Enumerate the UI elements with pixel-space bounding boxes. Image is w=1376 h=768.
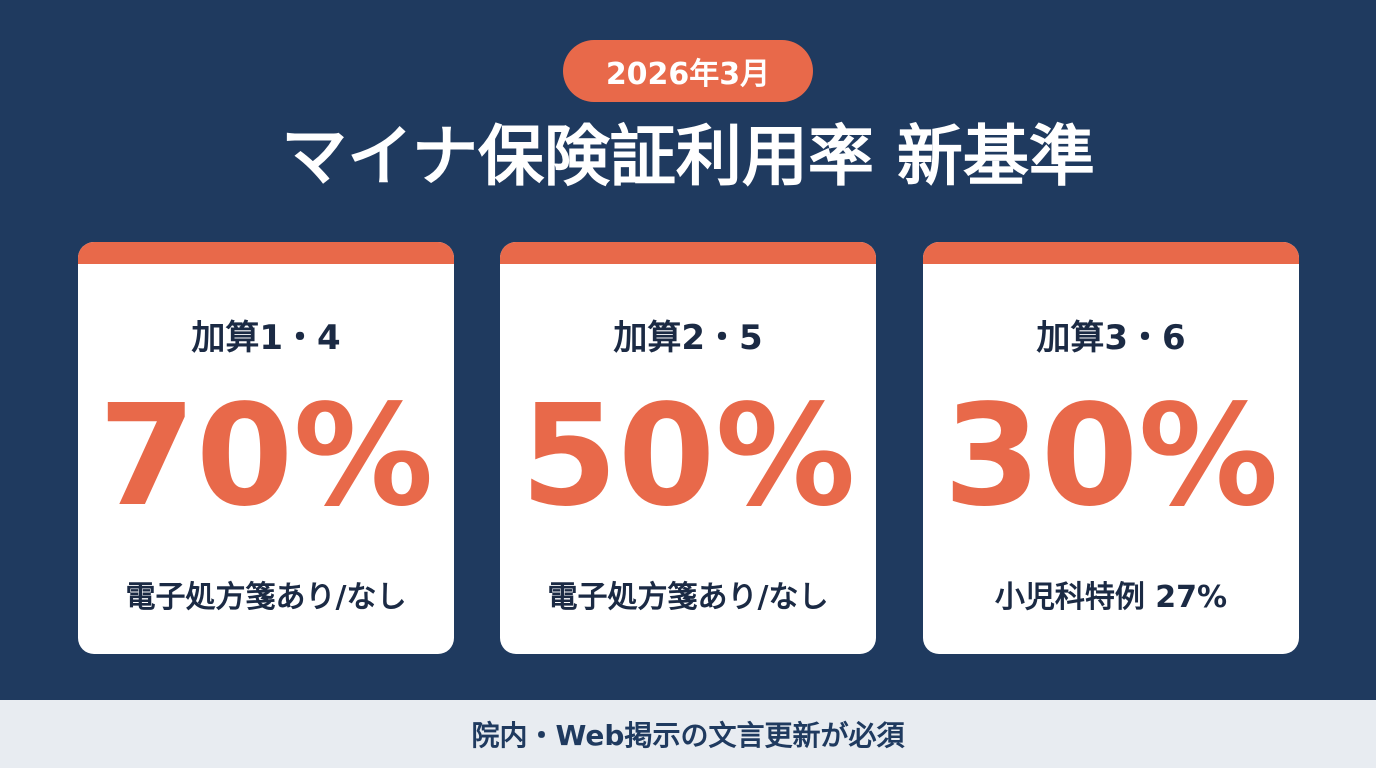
card-percentage: 30%	[943, 375, 1279, 538]
card-percentage: 70%	[98, 375, 434, 538]
card-accent-bar	[500, 242, 876, 264]
date-badge: 2026年3月	[563, 40, 813, 102]
card-label: 加算2・5	[613, 318, 763, 358]
card-accent-bar	[923, 242, 1299, 264]
card-note: 電子処方箋あり/なし	[125, 580, 407, 615]
card-note: 小児科特例 27%	[994, 580, 1228, 615]
footer-note: 院内・Web掲示の文言更新が必須	[0, 700, 1376, 768]
card-percentage: 50%	[520, 375, 856, 538]
card-label: 加算1・4	[191, 318, 341, 358]
card-addition-1-4: 加算1・4 70% 電子処方箋あり/なし	[78, 242, 454, 654]
card-accent-bar	[78, 242, 454, 264]
page-title: マイナ保険証利用率 新基準	[281, 118, 1095, 195]
card-label: 加算3・6	[1036, 318, 1186, 358]
card-note: 電子処方箋あり/なし	[547, 580, 829, 615]
card-addition-2-5: 加算2・5 50% 電子処方箋あり/なし	[500, 242, 876, 654]
card-addition-3-6: 加算3・6 30% 小児科特例 27%	[923, 242, 1299, 654]
